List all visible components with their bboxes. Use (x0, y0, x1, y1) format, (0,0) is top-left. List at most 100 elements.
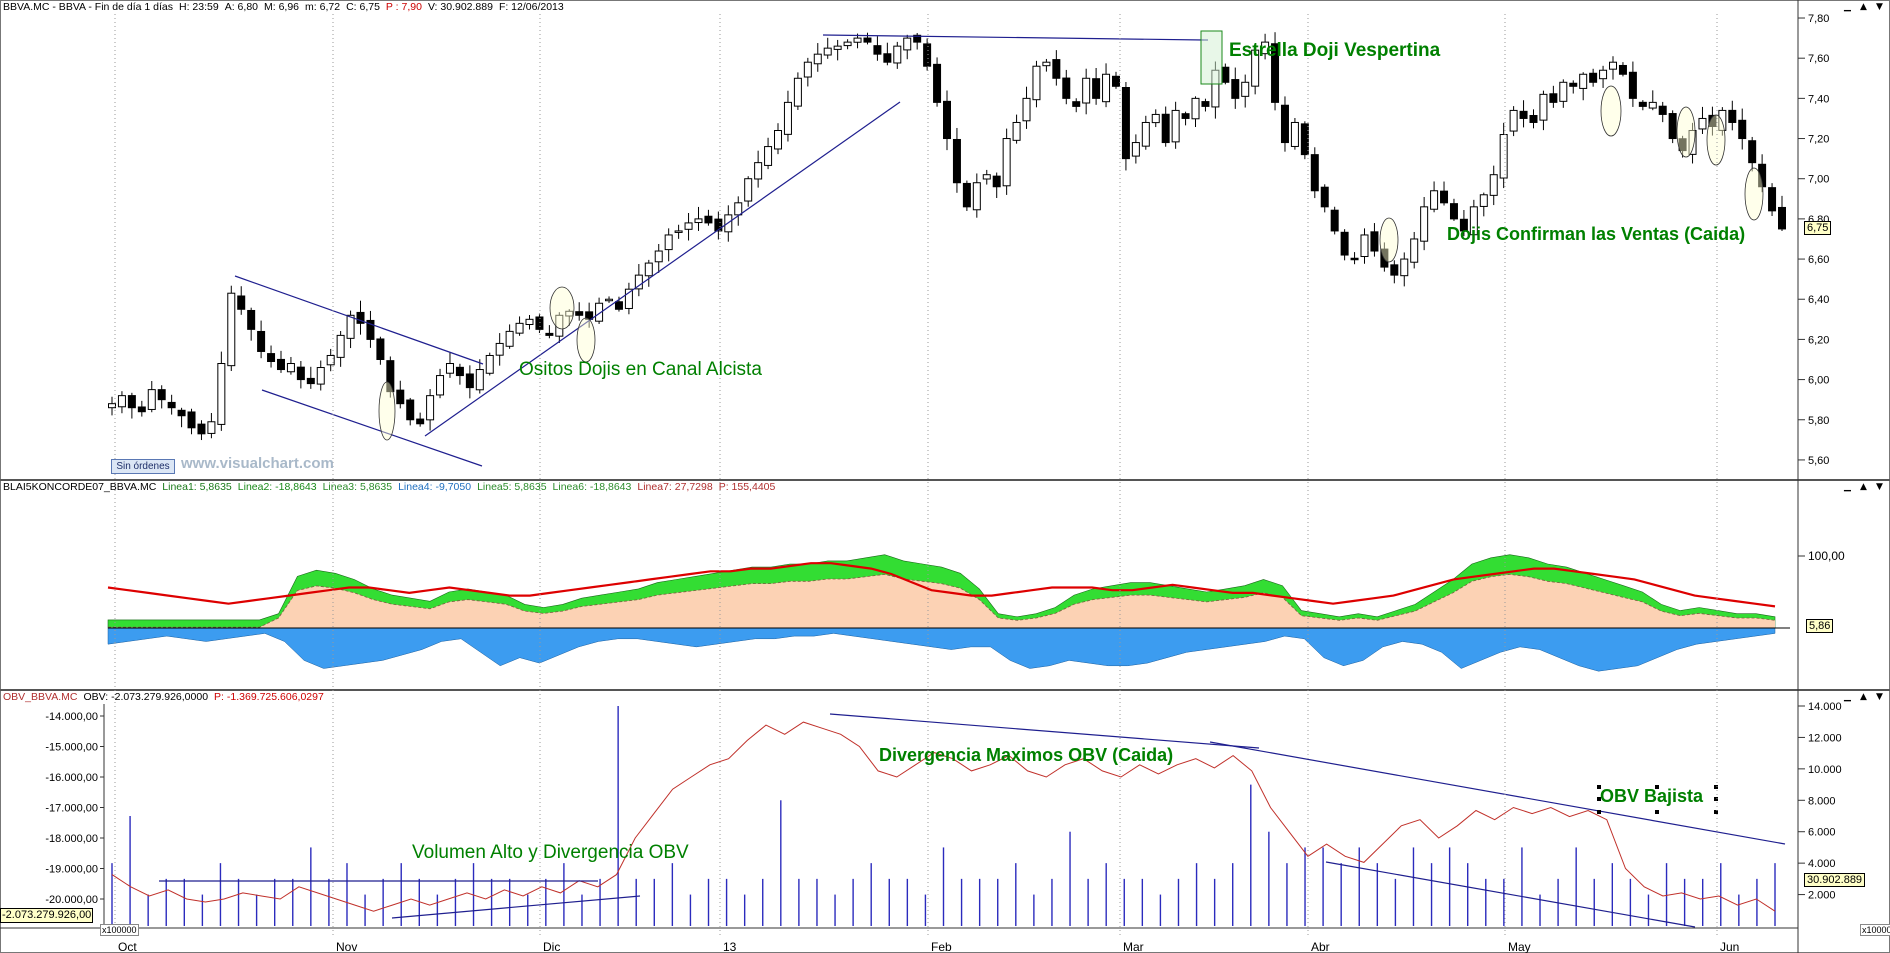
candle-up (1022, 97, 1031, 122)
candle-down (1529, 114, 1538, 123)
candle-down (1440, 190, 1449, 204)
sin-ordenes-button[interactable]: Sin órdenes (111, 459, 175, 474)
obv-right-tick-label: 10.000 (1808, 764, 1842, 776)
candle-down (247, 309, 256, 330)
obv-p-readout: P: -1.369.725.606,0297 (214, 691, 324, 703)
candle-down (1569, 82, 1578, 87)
candle-up (684, 222, 693, 230)
open-readout: A: 6,80 (224, 1, 258, 13)
candle-up (1012, 121, 1021, 141)
candle-down (614, 301, 623, 310)
koncorde-panel-header: BLAI5KONCORDE07_BBVA.MC Linea1: 5,8635 Lin… (3, 481, 781, 493)
candle-down (1628, 71, 1637, 99)
candle-up (595, 302, 604, 322)
candle-down (1310, 154, 1319, 192)
candle-down (962, 182, 971, 208)
candle-up (634, 274, 643, 290)
candle-down (1062, 77, 1071, 99)
price-panel-plot (108, 30, 1786, 467)
candle-down (1221, 66, 1230, 83)
month-tick-label: Feb (931, 940, 952, 953)
annotation-evening-star: Estrella Doji Vespertina (1229, 40, 1441, 61)
minimize-icon[interactable]: ▁ (1844, 482, 1851, 492)
candle-down (923, 43, 932, 67)
doji-highlight-ellipse (1706, 114, 1726, 166)
price-tick-label: 7,60 (1808, 53, 1829, 65)
candle-down (416, 418, 425, 425)
candle-down (1181, 113, 1190, 119)
close-icon[interactable]: ▼ (1876, 482, 1883, 492)
close-icon[interactable]: ▼ (1876, 2, 1883, 12)
candle-down (197, 423, 206, 435)
obv-readout: OBV: -2.073.279.926,0000 (83, 691, 209, 703)
month-tick-label: 13 (723, 940, 737, 953)
candle-up (664, 234, 673, 251)
last-price-badge: 6,75 (1804, 221, 1832, 235)
candle-up (485, 354, 494, 374)
candle-up (694, 218, 703, 224)
candle-up (525, 318, 534, 325)
candle-up (515, 322, 524, 334)
maximize-icon[interactable]: ▲ (1860, 692, 1867, 702)
candle-down (257, 330, 266, 352)
selection-handle (1714, 810, 1718, 814)
watermark-text: www.visualchart.com (181, 455, 334, 472)
candle-down (1201, 101, 1210, 107)
candle-down (157, 389, 166, 401)
candle-down (1618, 64, 1627, 75)
minimize-icon[interactable]: ▁ (1844, 2, 1851, 12)
candle-up (1420, 206, 1429, 242)
trendline (424, 101, 901, 437)
candle-down (1658, 105, 1667, 115)
candle-down (873, 45, 882, 55)
koncorde-title: BLAI5KONCORDE07_BBVA.MC (3, 481, 157, 493)
linea2-readout: Linea2: -18,8643 (237, 481, 317, 493)
evening-star-highlight-box (1200, 30, 1223, 85)
candle-up (1489, 174, 1498, 196)
candle-down (952, 138, 961, 184)
candle-up (674, 230, 683, 233)
linea1-readout: Linea1: 5,8635 (162, 481, 232, 493)
candle-down (913, 34, 922, 43)
candle-down (575, 311, 584, 316)
candle-down (1231, 79, 1240, 99)
linea4-readout: Linea4: -9,7050 (398, 481, 472, 493)
obv-title: OBV_BBVA.MC (3, 691, 78, 703)
candle-down (1668, 113, 1677, 140)
candle-down (883, 53, 892, 63)
candle-up (1141, 121, 1150, 147)
koncorde-blue-area (107, 627, 1776, 672)
candle-up (1559, 81, 1568, 102)
candle-down (1708, 114, 1717, 127)
maximize-icon[interactable]: ▲ (1860, 2, 1867, 12)
candle-down (455, 366, 464, 377)
candle-up (565, 310, 574, 317)
doji-highlight-ellipse (1379, 217, 1399, 263)
candle-down (306, 377, 315, 385)
right-unit-label: x10000 (1860, 924, 1890, 936)
close-icon[interactable]: ▼ (1876, 692, 1883, 702)
price-panel-header: BBVA.MC - BBVA - Fin de día 1 días H: 23:… (3, 1, 570, 13)
candle-up (893, 45, 902, 64)
candle-down (1778, 206, 1786, 230)
candle-down (992, 175, 1001, 188)
symbol-label: BBVA.MC - BBVA - Fin de día 1 días (3, 1, 174, 13)
minimize-icon[interactable]: ▁ (1844, 692, 1851, 702)
candle-down (1340, 231, 1349, 256)
obv-left-tick-label: -16.000,00 (45, 772, 98, 784)
candle-up (336, 334, 345, 358)
annotation-obv-bajista[interactable]: OBV Bajista (1600, 786, 1704, 806)
koncorde-p-readout: P: 155,4405 (718, 481, 776, 493)
maximize-icon[interactable]: ▲ (1860, 482, 1867, 492)
candle-up (624, 288, 633, 309)
candle-down (167, 401, 176, 409)
candle-down (465, 373, 474, 389)
candle-up (1579, 73, 1588, 89)
doji-highlight-ellipse (1744, 167, 1764, 221)
candle-up (793, 77, 802, 107)
candle-up (644, 262, 653, 277)
candle-down (1350, 257, 1359, 261)
price-tick-label: 6,20 (1808, 334, 1829, 346)
